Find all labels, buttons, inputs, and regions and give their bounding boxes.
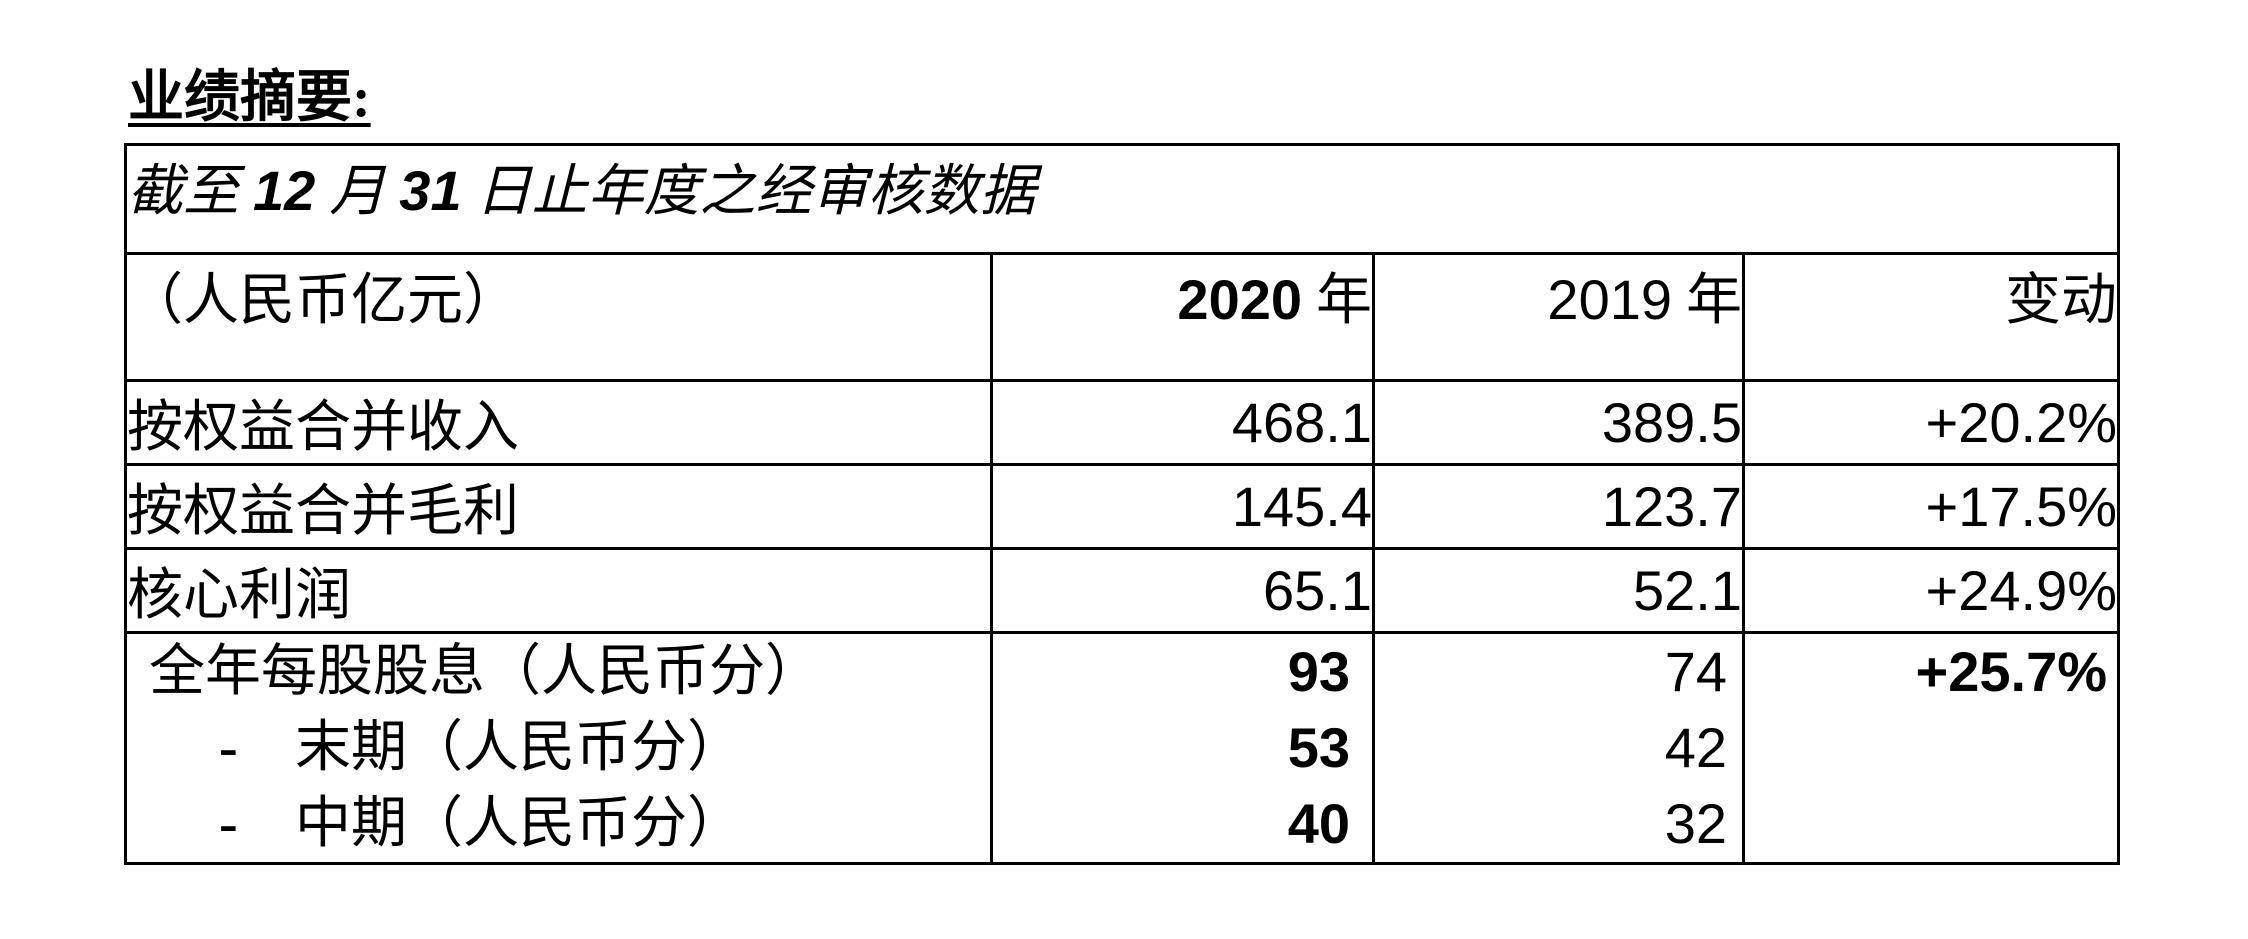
caption-segment: 日止年度之经审核数据 (461, 161, 1036, 223)
row-label: 核心利润 (124, 547, 993, 634)
column-header-2020: 2020 年 (990, 252, 1375, 382)
row-label-interim-dividend: - 中期（人民币分） (129, 786, 989, 861)
caption-month-number: 12 (253, 159, 316, 222)
table-caption: 截至 12 月 31 日止年度之经审核数据 (123, 143, 2121, 255)
table-row-dividend-block: 全年每股股息（人民币分） - 末期（人民币分） - 中期（人民币分） 93 53 4… (124, 631, 2121, 865)
value-2020: 40 (1287, 792, 1350, 855)
dividend-change-cell: +25.7% (1741, 631, 2121, 865)
change-value: +17.5% (1741, 463, 2121, 550)
value-2020: 65.1 (990, 547, 1375, 634)
value-2019: 42 (1664, 716, 1727, 779)
row-label: 按权益合并收入 (124, 379, 993, 466)
caption-day-number: 31 (399, 159, 462, 222)
dividend-labels-cell: 全年每股股息（人民币分） - 末期（人民币分） - 中期（人民币分） (124, 631, 993, 865)
row-label: 按权益合并毛利 (124, 463, 993, 550)
change-value: +25.7% (1915, 640, 2108, 703)
caption-segment: 月 (315, 161, 400, 223)
change-value (1747, 786, 2116, 861)
value-2019: 52.1 (1372, 547, 1745, 634)
value-2019: 74 (1664, 640, 1727, 703)
change-value: +20.2% (1741, 379, 2121, 466)
value-2019: 123.7 (1372, 463, 1745, 550)
value-2020: 93 (1287, 640, 1350, 703)
value-2020: 468.1 (990, 379, 1375, 466)
table-row-gross-profit: 按权益合并毛利 145.4 123.7 +17.5% (124, 463, 2121, 550)
value-2020: 53 (1287, 716, 1350, 779)
column-header-change: 变动 (1741, 252, 2121, 382)
results-summary-table: 截至 12 月 31 日止年度之经审核数据 （人民币亿元） 2020 年 201… (123, 143, 2121, 865)
value-2019: 32 (1664, 792, 1727, 855)
change-value (1747, 710, 2116, 786)
table-header-row: （人民币亿元） 2020 年 2019 年 变动 (124, 252, 2121, 382)
column-header-unit: （人民币亿元） (124, 252, 993, 382)
row-label-final-dividend: - 末期（人民币分） (129, 710, 989, 786)
table-caption-row: 截至 12 月 31 日止年度之经审核数据 (123, 143, 2121, 255)
value-2020: 145.4 (990, 463, 1375, 550)
caption-segment: 截至 (127, 161, 253, 223)
dividend-2020-cell: 93 53 40 (990, 631, 1375, 865)
dash-bullet: - (219, 793, 238, 855)
dividend-2019-cell: 74 42 32 (1372, 631, 1745, 865)
table-row-revenue: 按权益合并收入 468.1 389.5 +20.2% (124, 379, 2121, 466)
table-row-core-profit: 核心利润 65.1 52.1 +24.9% (124, 547, 2121, 634)
value-2019: 389.5 (1372, 379, 1745, 466)
column-header-2019: 2019 年 (1372, 252, 1745, 382)
page-title: 业绩摘要: (128, 66, 371, 130)
dash-bullet: - (219, 717, 238, 779)
row-label-full-year-dividend: 全年每股股息（人民币分） (149, 641, 821, 703)
page-title-text: 业绩摘要: (128, 67, 371, 129)
change-value: +24.9% (1741, 547, 2121, 634)
